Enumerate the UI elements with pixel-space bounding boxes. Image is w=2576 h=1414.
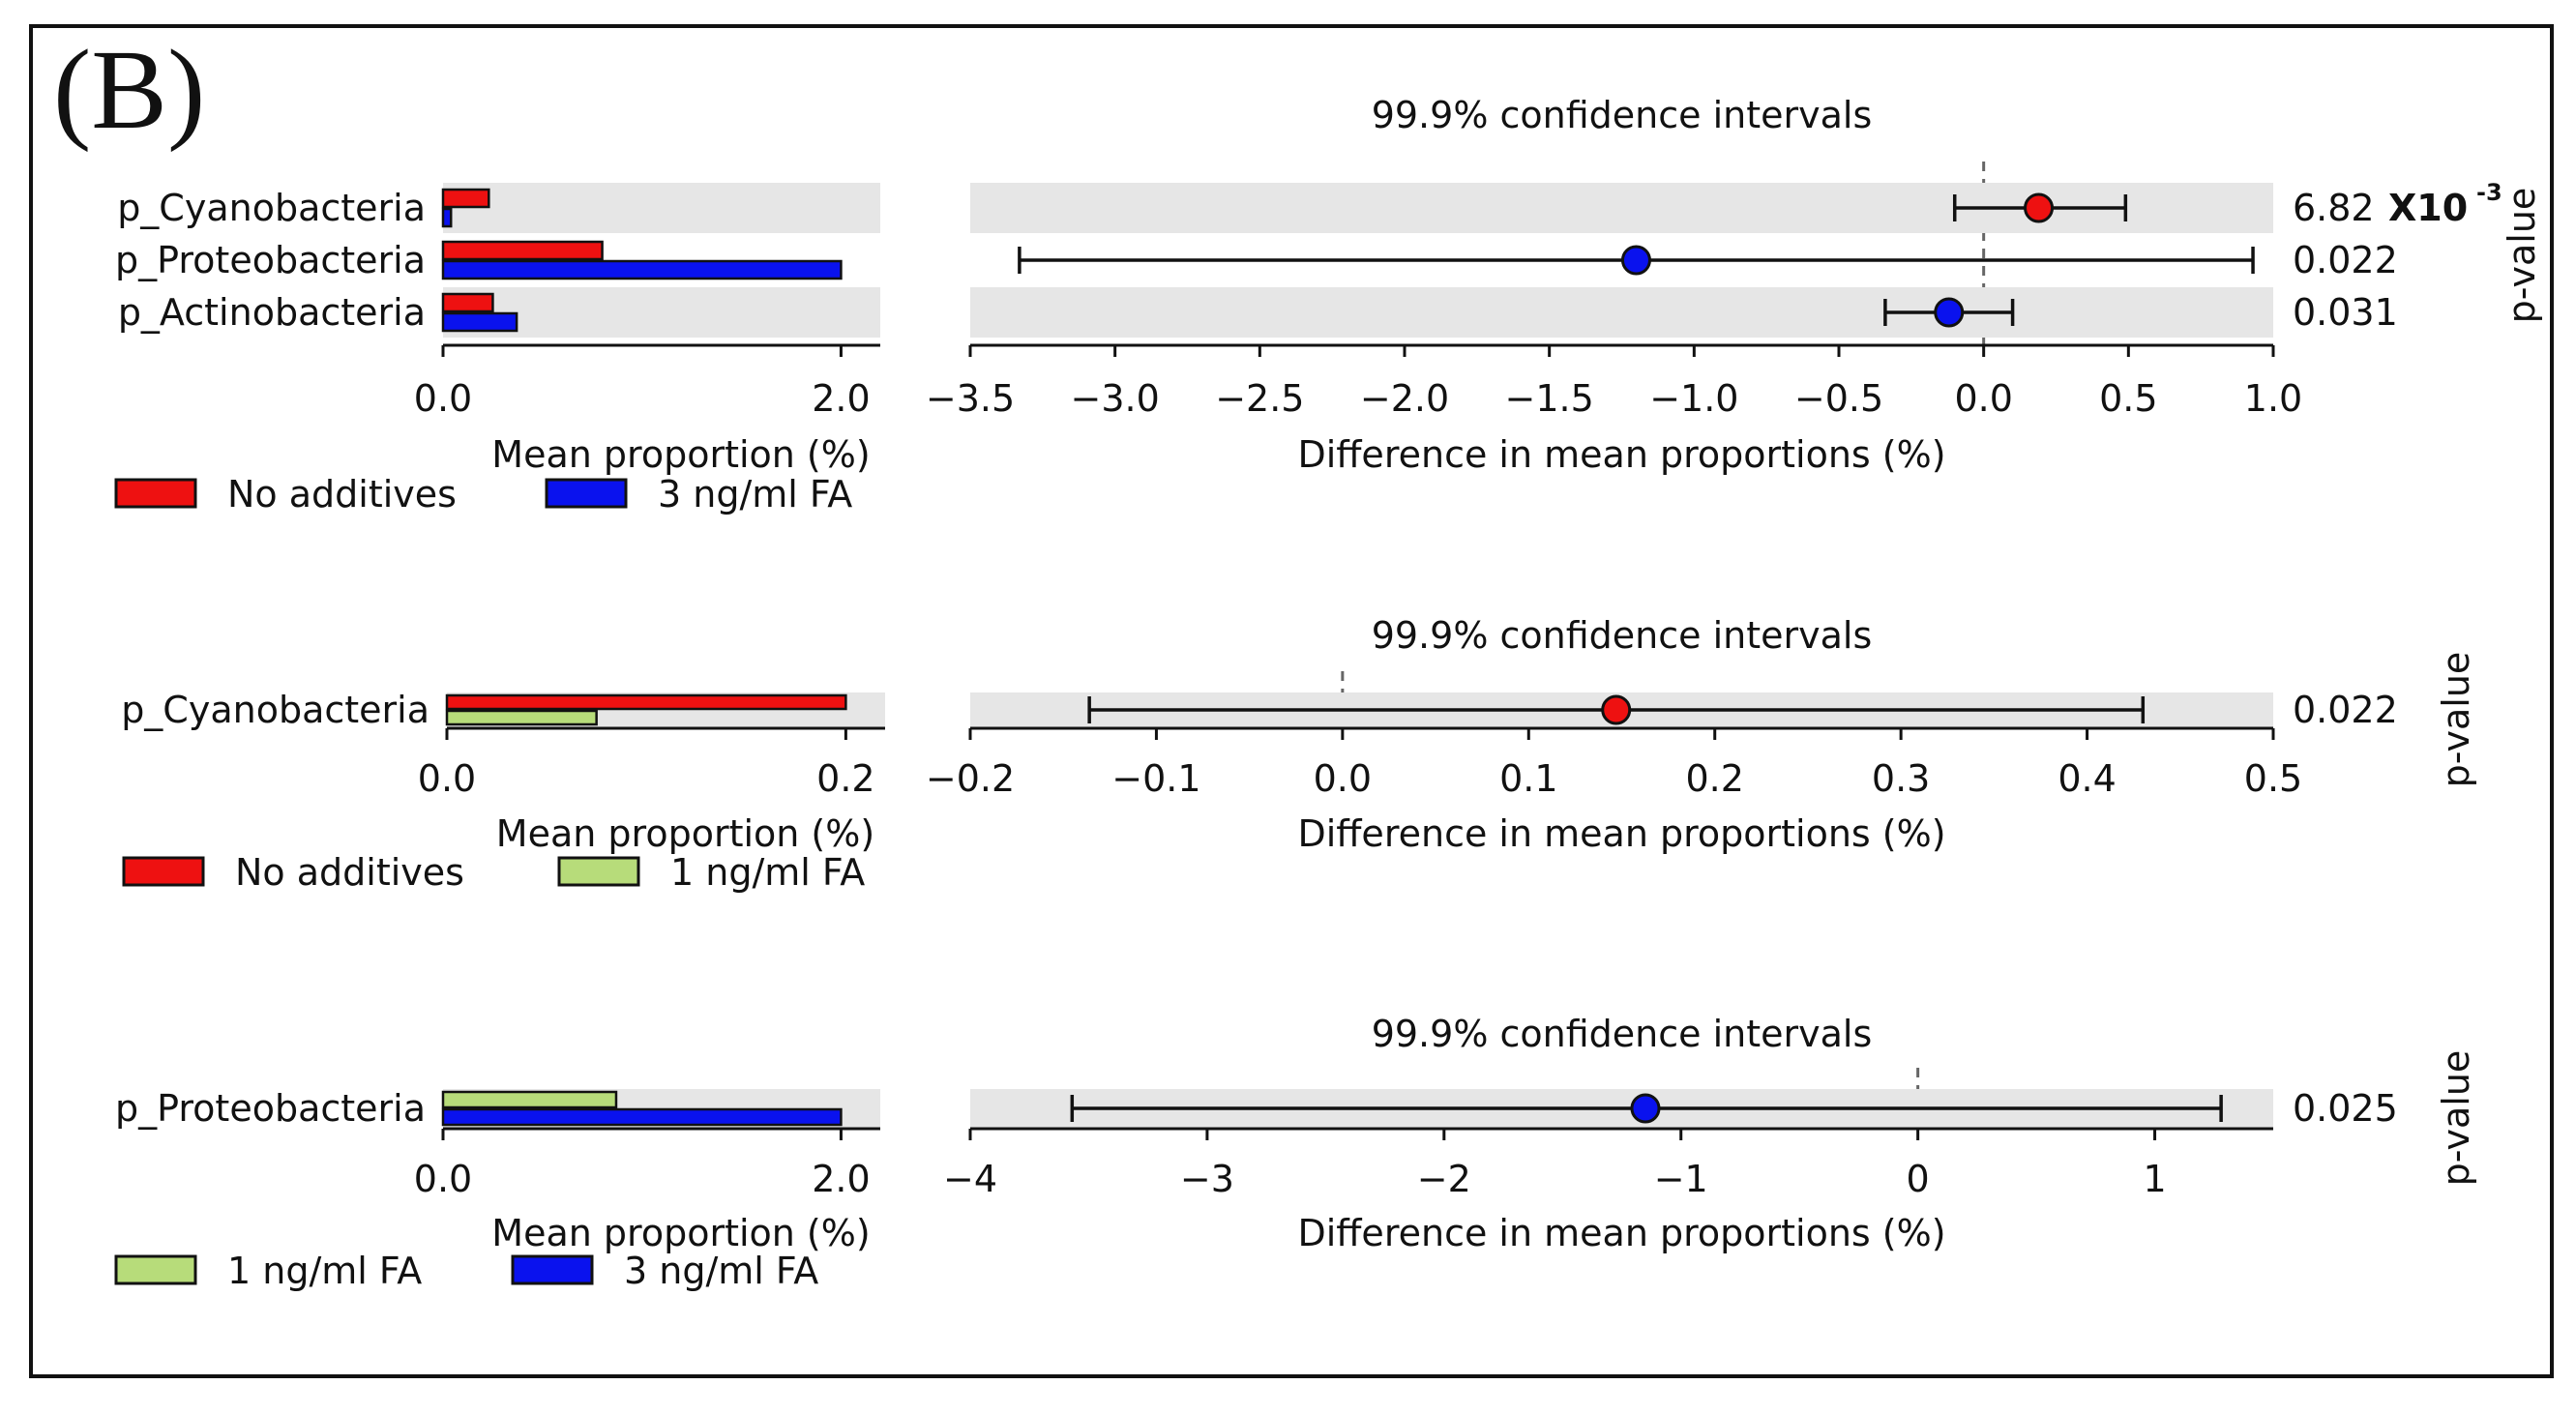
bar-series-2 xyxy=(441,1107,843,1127)
pvalue-axis-label: p-value xyxy=(2435,652,2477,788)
diff-axis-tick-label: 0 xyxy=(1907,1158,1930,1200)
row-label: p_Proteobacteria xyxy=(115,239,426,281)
pvalue-text: 6.82 xyxy=(2293,187,2375,229)
effect-point xyxy=(1934,297,1965,328)
figure-border xyxy=(29,24,2554,1378)
pvalue-axis-label: p-value xyxy=(2435,1050,2477,1187)
bar-axis-tick-label: 0.0 xyxy=(418,757,476,800)
diff-axis-tick-label: −0.2 xyxy=(926,757,1015,800)
diff-axis-tick-label: −3.0 xyxy=(1071,377,1160,420)
row-label: p_Cyanobacteria xyxy=(121,689,429,731)
bar-axis-tick-label: 0.0 xyxy=(414,1158,472,1200)
diff-axis-tick-label: 0.5 xyxy=(2244,757,2302,800)
diff-axis-tick-label: −0.5 xyxy=(1794,377,1883,420)
pvalue-text: 0.031 xyxy=(2293,291,2398,334)
chart-panel-1: 99.9% confidence intervals p_Cyanobacteri… xyxy=(114,94,2543,516)
diff-axis-tick-label: 0.1 xyxy=(1499,757,1557,800)
pvalue-exponent-base: X10 xyxy=(2388,187,2468,229)
bar-axis-tick-label: 0.2 xyxy=(816,757,874,800)
chart-title: 99.9% confidence intervals xyxy=(1372,614,1873,657)
diff-axis-tick-label: −4 xyxy=(943,1158,997,1200)
diff-row-background xyxy=(970,287,2273,338)
legend-label: No additives xyxy=(235,851,464,894)
diff-axis-tick-label: 0.3 xyxy=(1872,757,1930,800)
row-label: p_Cyanobacteria xyxy=(117,187,426,229)
legend-swatch xyxy=(545,478,628,509)
bar-series-1 xyxy=(441,1090,618,1109)
legend-swatch xyxy=(114,1254,197,1285)
bar-series-1 xyxy=(441,292,494,313)
effect-point xyxy=(1601,694,1632,725)
bar-axis-tick-label: 2.0 xyxy=(812,377,870,420)
row-label: p_Proteobacteria xyxy=(115,1087,426,1130)
bar-series-1 xyxy=(445,693,847,711)
bar-series-1 xyxy=(441,188,490,209)
legend-swatch xyxy=(114,478,197,509)
diff-axis-tick-label: 0.0 xyxy=(1954,377,2012,420)
diff-axis-tick-label: −2.0 xyxy=(1360,377,1449,420)
diff-axis-label: Difference in mean proportions (%) xyxy=(1297,433,1945,476)
charts: 99.9% confidence intervals p_Cyanobacteri… xyxy=(114,94,2543,1292)
legend-swatch xyxy=(557,856,640,887)
pvalue-axis-label: p-value xyxy=(2501,188,2543,324)
diff-axis-tick-label: −1.0 xyxy=(1649,377,1738,420)
effect-point xyxy=(1620,245,1651,276)
diff-axis-tick-label: 0.2 xyxy=(1685,757,1743,800)
bar-axis-label: Mean proportion (%) xyxy=(496,812,874,855)
panel-label: (B) xyxy=(53,26,205,153)
diff-axis-label: Difference in mean proportions (%) xyxy=(1297,812,1945,855)
bar-axis-label: Mean proportion (%) xyxy=(491,1212,870,1254)
bar-series-2 xyxy=(441,259,843,280)
bar-axis-label: Mean proportion (%) xyxy=(491,433,870,476)
legend-label: 3 ng/ml FA xyxy=(624,1250,818,1292)
diff-axis-tick-label: −3.5 xyxy=(926,377,1015,420)
diff-axis-tick-label: 0.4 xyxy=(2058,757,2116,800)
diff-axis-tick-label: −1 xyxy=(1654,1158,1708,1200)
pvalue-exponent-power: -3 xyxy=(2476,179,2502,206)
pvalue-text: 0.025 xyxy=(2293,1087,2398,1130)
diff-axis-tick-label: −3 xyxy=(1180,1158,1234,1200)
effect-point xyxy=(1630,1093,1661,1124)
bar-axis-tick-label: 0.0 xyxy=(414,377,472,420)
row-label: p_Actinobacteria xyxy=(118,291,426,334)
bar-series-2 xyxy=(441,311,518,333)
diff-axis-label: Difference in mean proportions (%) xyxy=(1297,1212,1945,1254)
bar-row-background xyxy=(443,183,880,233)
bar-series-1 xyxy=(441,240,604,261)
legend-label: 1 ng/ml FA xyxy=(670,851,865,894)
diff-axis-tick-label: −1.5 xyxy=(1505,377,1594,420)
diff-axis-tick-label: 1 xyxy=(2143,1158,2166,1200)
bar-series-2 xyxy=(445,709,598,726)
chart-title: 99.9% confidence intervals xyxy=(1372,1013,1873,1055)
legend-swatch xyxy=(511,1254,594,1285)
legend-label: 1 ng/ml FA xyxy=(227,1250,422,1292)
diff-axis-tick-label: 1.0 xyxy=(2244,377,2302,420)
diff-axis-tick-label: −2 xyxy=(1417,1158,1471,1200)
diff-axis-tick-label: 0.0 xyxy=(1314,757,1372,800)
bar-axis-tick-label: 2.0 xyxy=(812,1158,870,1200)
diff-axis-tick-label: 0.5 xyxy=(2099,377,2157,420)
legend-swatch xyxy=(122,856,205,887)
pvalue-text: 0.022 xyxy=(2293,239,2398,281)
legend-label: No additives xyxy=(227,473,457,516)
diff-axis-tick-label: −0.1 xyxy=(1111,757,1200,800)
chart-panel-3: 99.9% confidence intervals p_Proteobacter… xyxy=(114,1013,2477,1292)
diff-axis-tick-label: −2.5 xyxy=(1215,377,1304,420)
pvalue-text: 0.022 xyxy=(2293,689,2398,731)
chart-title: 99.9% confidence intervals xyxy=(1372,94,1873,136)
bar-series-2 xyxy=(441,207,453,228)
effect-point xyxy=(2024,192,2055,223)
chart-panel-2: 99.9% confidence intervals p_Cyanobacteri… xyxy=(121,614,2477,894)
legend-label: 3 ng/ml FA xyxy=(658,473,852,516)
